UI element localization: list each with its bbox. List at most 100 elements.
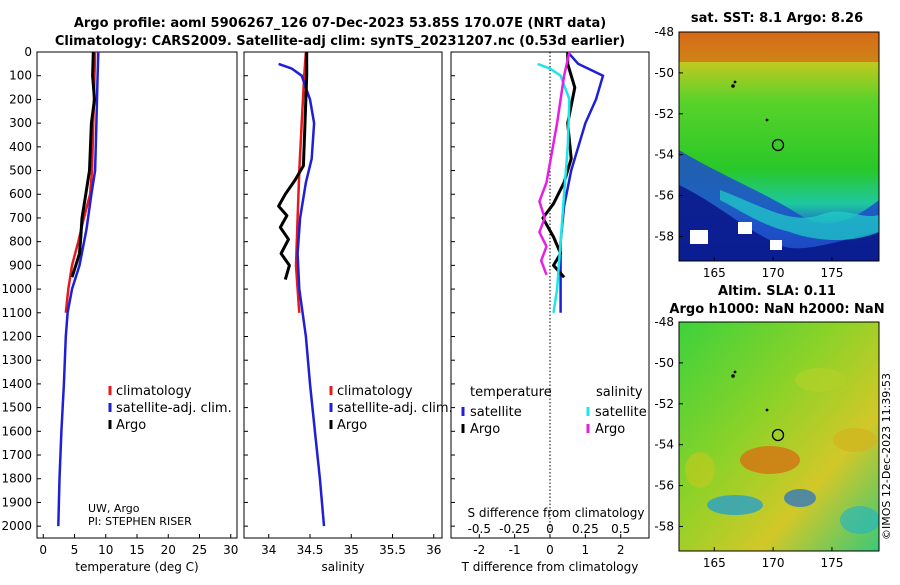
- temperature-xtick-label: 30: [223, 543, 238, 557]
- sla_map-ytick-label: -54: [654, 438, 674, 452]
- track-point: [731, 374, 735, 378]
- sla-high: [795, 368, 845, 392]
- track-point: [733, 370, 737, 374]
- temperature-ytick-label: 1800: [1, 472, 32, 486]
- salinity-legend-label: Argo: [337, 418, 367, 433]
- salinity-diff-tick-label: 0.25: [572, 522, 599, 536]
- sla-low: [840, 506, 879, 534]
- temperature-legend-label: Argo: [116, 418, 146, 433]
- difference-xtick-label: -1: [509, 543, 521, 557]
- sla-map-frame: [678, 321, 880, 552]
- temperature-legend-label: satellite-adj. clim.: [116, 401, 232, 416]
- argo-position-marker: [771, 428, 785, 442]
- legend-title-salinity: salinity: [596, 385, 643, 400]
- figure-title-line1: Argo profile: aoml 5906267_126 07-Dec-20…: [74, 16, 606, 31]
- temperature-xtick-label: 5: [71, 543, 79, 557]
- sst_map-ytick-label: -56: [654, 189, 674, 203]
- temperature-ytick-label: 1900: [1, 495, 32, 509]
- temperature-ytick-label: 300: [9, 116, 32, 130]
- difference-series-line: [537, 62, 571, 313]
- temperature-panel: 0 5 10 15 20 25 30 temperature (deg C) 0 100 200 30…: [1, 45, 238, 574]
- temperature-ytick-label: 1500: [1, 401, 32, 415]
- sla-high: [833, 428, 877, 452]
- difference-xtick-label: 1: [582, 543, 590, 557]
- sst_map-xtick-label: 175: [820, 266, 843, 280]
- temperature-ytick-label: 200: [9, 92, 32, 106]
- salinity-xtick-label: 34: [261, 543, 276, 557]
- copyright-stamp: ©IMOS 12-Dec-2023 11:39:53: [880, 373, 893, 540]
- sla-high: [685, 452, 715, 488]
- difference-series-line: [541, 52, 577, 279]
- temperature-ytick-label: 1100: [1, 306, 32, 320]
- sla-map-axes: 165 170 175 -48 -50 -52 -54 -56 -58: [654, 315, 843, 570]
- sst_map-xtick-label: 165: [703, 266, 726, 280]
- temperature-ytick-label: 500: [9, 164, 32, 178]
- sla_map-ytick-label: -50: [654, 356, 674, 370]
- sla_map-ytick-label: -58: [654, 519, 674, 533]
- temperature-ytick-label: 2000: [1, 519, 32, 533]
- argo-position-marker: [771, 138, 785, 152]
- salinity-xlabel: salinity: [321, 560, 364, 574]
- sst-map-axes: 165 170 175 -48 -50 -52 -54 -56 -58: [654, 25, 843, 280]
- figure-title-line2: Climatology: CARS2009. Satellite-adj cli…: [55, 34, 625, 49]
- salinity-diff-tick-label: 0: [546, 522, 554, 536]
- sst_map-ytick-label: -54: [654, 148, 674, 162]
- sst-map-field: [679, 32, 879, 261]
- sst-nodata-patch: [690, 230, 708, 244]
- salinity-xtick-label: 35.5: [379, 543, 406, 557]
- diff-legend-label: satellite: [470, 405, 522, 420]
- sla-map-field: [679, 322, 879, 551]
- sst-map-title: sat. SST: 8.1 Argo: 8.26: [691, 11, 863, 26]
- temperature-xtick-label: 10: [98, 543, 113, 557]
- salinity-xtick-label: 34.5: [297, 543, 324, 557]
- track-point: [765, 118, 769, 122]
- salinity-diff-axis-label: S difference from climatology: [468, 506, 645, 520]
- diff-legend-label: Argo: [595, 422, 625, 437]
- temperature-series-line: [70, 51, 96, 278]
- sla-low: [784, 489, 816, 507]
- sst-coldest-region: [679, 185, 879, 261]
- temperature-ytick-label: 100: [9, 69, 32, 83]
- sst_map-ytick-label: -50: [654, 66, 674, 80]
- source-note: UW, Argo: [88, 502, 140, 515]
- temperature-xtick-label: 25: [192, 543, 207, 557]
- salinity-diff-tick-label: -0.5: [468, 522, 491, 536]
- temperature-ytick-label: 1000: [1, 282, 32, 296]
- temperature-ytick-label: 1200: [1, 329, 32, 343]
- temperature-ytick-label: 800: [9, 235, 32, 249]
- sla-low: [707, 495, 763, 515]
- temperature-ytick-label: 1300: [1, 353, 32, 367]
- sst_map-xtick-label: 170: [762, 266, 785, 280]
- difference-xtick-label: 2: [617, 543, 625, 557]
- difference-xlabel: T difference from climatology: [461, 560, 639, 574]
- temperature-series-line: [64, 51, 97, 313]
- temperature-xtick-label: 15: [129, 543, 144, 557]
- sla-map: Altim. SLA: 0.11 Argo h1000: NaN h2000: …: [654, 284, 884, 570]
- sla_map-ytick-label: -56: [654, 479, 674, 493]
- track-point: [733, 80, 737, 84]
- temperature-xtick-label: 0: [39, 543, 47, 557]
- track-point: [765, 408, 769, 412]
- sla_map-ytick-label: -48: [654, 315, 674, 329]
- temperature-ytick-label: 400: [9, 140, 32, 154]
- temperature-ytick-label: 1600: [1, 424, 32, 438]
- sla-high: [740, 446, 800, 474]
- temperature-ytick-label: 1700: [1, 448, 32, 462]
- track-point: [731, 84, 735, 88]
- sst-front: [720, 190, 879, 240]
- difference-series-line: [538, 51, 571, 276]
- temperature-ytick-label: 700: [9, 211, 32, 225]
- diff-legend-label: satellite: [595, 405, 647, 420]
- difference-xtick-label: 0: [546, 543, 554, 557]
- difference-xtick-label: -2: [473, 543, 485, 557]
- sst-map-frame: [678, 31, 880, 262]
- salinity-xtick-label: 36: [426, 543, 441, 557]
- temperature-legend-label: climatology: [116, 384, 192, 399]
- sla_map-xtick-label: 165: [703, 556, 726, 570]
- salinity-legend-label: satellite-adj. clim.: [337, 401, 453, 416]
- difference-panel: -2 -1 0 1 2 T difference from climatology -0.5…: [450, 51, 650, 574]
- salinity-diff-tick-label: 0.5: [611, 522, 630, 536]
- salinity-frame: [243, 51, 443, 539]
